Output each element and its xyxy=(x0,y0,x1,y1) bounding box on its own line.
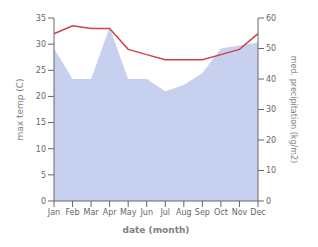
svg-text:10: 10 xyxy=(266,166,276,175)
svg-text:0: 0 xyxy=(266,197,271,206)
svg-text:Mar: Mar xyxy=(84,208,100,217)
svg-text:40: 40 xyxy=(266,75,276,84)
svg-text:30: 30 xyxy=(266,105,276,114)
svg-text:5: 5 xyxy=(41,171,46,180)
svg-text:Jun: Jun xyxy=(139,208,153,217)
svg-text:Apr: Apr xyxy=(103,208,118,217)
svg-text:0: 0 xyxy=(41,197,46,206)
svg-text:25: 25 xyxy=(36,66,46,75)
svg-text:60: 60 xyxy=(266,14,276,23)
svg-text:Jul: Jul xyxy=(159,208,170,217)
svg-text:50: 50 xyxy=(266,44,276,53)
svg-text:Feb: Feb xyxy=(65,208,79,217)
svg-text:date (month): date (month) xyxy=(123,225,190,235)
svg-text:Aug: Aug xyxy=(176,208,192,217)
svg-text:Nov: Nov xyxy=(232,208,248,217)
svg-text:20: 20 xyxy=(36,92,46,101)
svg-text:15: 15 xyxy=(36,118,46,127)
svg-text:Sep: Sep xyxy=(195,208,210,217)
svg-text:10: 10 xyxy=(36,145,46,154)
svg-text:May: May xyxy=(120,208,137,217)
svg-text:Oct: Oct xyxy=(214,208,228,217)
svg-text:max temp (C): max temp (C) xyxy=(15,78,25,140)
svg-text:20: 20 xyxy=(266,136,276,145)
svg-text:med. precipitation (kg/m2): med. precipitation (kg/m2) xyxy=(289,56,298,163)
svg-text:35: 35 xyxy=(36,14,46,23)
svg-text:Jan: Jan xyxy=(47,208,60,217)
svg-text:30: 30 xyxy=(36,40,46,49)
svg-text:Dec: Dec xyxy=(250,208,265,217)
